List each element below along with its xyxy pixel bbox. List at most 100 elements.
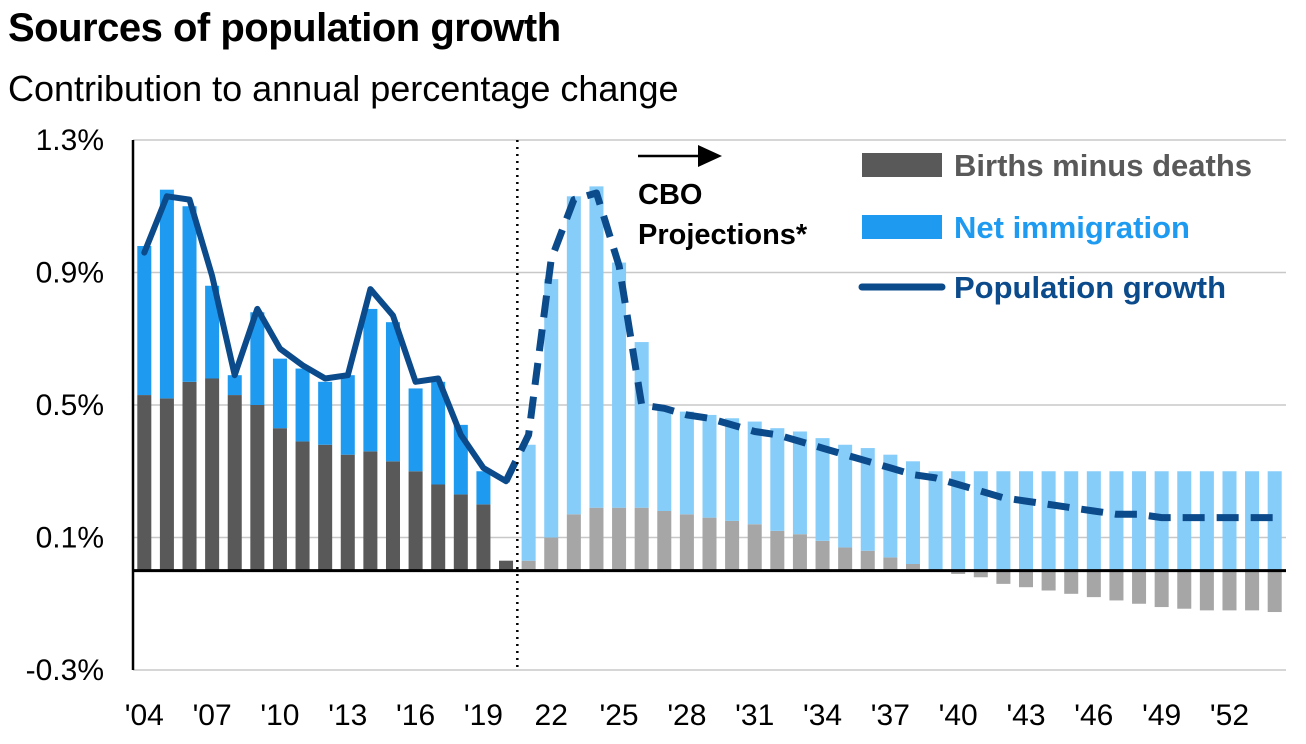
- bar-births-minus-deaths: [182, 381, 197, 571]
- bar-births-minus-deaths: [453, 494, 468, 571]
- annotation-line2: Projections*: [638, 219, 808, 251]
- bar-births-minus-deaths: [1177, 570, 1192, 609]
- y-tick-label: 0.9%: [36, 257, 104, 290]
- projection-annotation: CBO Projections*: [638, 145, 808, 251]
- x-tick-label: '16: [396, 699, 435, 732]
- bar-births-minus-deaths: [1064, 570, 1079, 594]
- bar-births-minus-deaths: [385, 461, 400, 571]
- bar-net-immigration: [996, 471, 1011, 571]
- bar-births-minus-deaths: [838, 547, 853, 571]
- x-tick-label: '19: [464, 699, 503, 732]
- legend-label: Net immigration: [954, 210, 1190, 245]
- bar-births-minus-deaths: [905, 564, 920, 571]
- x-tick-label: '43: [1006, 699, 1045, 732]
- bar-births-minus-deaths: [408, 471, 423, 571]
- y-tick-label: 0.1%: [36, 522, 104, 555]
- bar-births-minus-deaths: [951, 570, 966, 574]
- bar-births-minus-deaths: [657, 511, 672, 571]
- bar-births-minus-deaths: [205, 378, 220, 571]
- x-tick-label: '04: [125, 699, 164, 732]
- bar-births-minus-deaths: [1154, 570, 1169, 608]
- bar-births-minus-deaths: [272, 428, 287, 571]
- bar-net-immigration: [815, 438, 830, 541]
- bar-net-immigration: [476, 471, 491, 505]
- bar-net-immigration: [612, 262, 627, 508]
- bar-net-immigration: [770, 428, 785, 531]
- bar-births-minus-deaths: [1041, 570, 1056, 591]
- y-tick-label: 1.3%: [36, 124, 104, 157]
- bar-births-minus-deaths: [589, 507, 604, 571]
- bar-net-immigration: [657, 408, 672, 511]
- x-tick-label: '49: [1142, 699, 1181, 732]
- bar-net-immigration: [137, 246, 152, 396]
- bar-births-minus-deaths: [340, 454, 355, 571]
- bar-net-immigration: [973, 471, 988, 571]
- bar-net-immigration: [272, 358, 287, 429]
- bar-births-minus-deaths: [815, 540, 830, 571]
- bar-net-immigration: [905, 461, 920, 564]
- bar-net-immigration: [544, 279, 559, 538]
- bar-births-minus-deaths: [476, 504, 491, 571]
- bar-net-immigration: [250, 312, 265, 405]
- bar-births-minus-deaths: [792, 534, 807, 571]
- legend-label: Births minus deaths: [954, 148, 1252, 183]
- bar-net-immigration: [385, 322, 400, 462]
- bar-net-immigration: [408, 388, 423, 472]
- y-tick-labels: -0.3% 0.1% 0.5% 0.9% 1.3%: [26, 124, 104, 687]
- x-tick-label: 22: [535, 699, 568, 732]
- x-tick-label: '13: [328, 699, 367, 732]
- bar-net-immigration: [1064, 471, 1079, 571]
- x-tick-label: '37: [871, 699, 910, 732]
- bar-net-immigration: [227, 375, 242, 396]
- bar-births-minus-deaths: [612, 507, 627, 571]
- x-tick-label: '10: [260, 699, 299, 732]
- bar-net-immigration: [725, 418, 740, 521]
- chart-subtitle: Contribution to annual percentage change: [8, 68, 679, 109]
- bar-births-minus-deaths: [318, 444, 333, 571]
- bar-births-minus-deaths: [679, 514, 694, 571]
- bar-births-minus-deaths: [521, 560, 536, 571]
- bar-net-immigration: [747, 421, 762, 525]
- bar-net-immigration: [182, 206, 197, 382]
- legend-label: Population growth: [954, 270, 1226, 305]
- bar-net-immigration: [205, 285, 220, 379]
- legend-swatch-births: [862, 153, 942, 177]
- x-tick-label: '34: [803, 699, 842, 732]
- x-tick-label: '07: [193, 699, 232, 732]
- bar-births-minus-deaths: [499, 560, 514, 571]
- bar-net-immigration: [295, 368, 310, 442]
- bar-births-minus-deaths: [1086, 570, 1101, 598]
- bar-net-immigration: [589, 186, 604, 508]
- bar-net-immigration: [431, 381, 446, 485]
- growth-line: [141, 189, 1275, 522]
- x-tick-labels: '04 '07 '10 '13 '16 '19 22 '25 '28 '31 '34 '37 '40 '4…: [125, 699, 1249, 732]
- bar-births-minus-deaths: [973, 570, 988, 578]
- legend: Births minus deaths Net immigration Popula…: [858, 148, 1252, 305]
- axes: [131, 140, 1286, 670]
- bar-net-immigration: [340, 375, 355, 455]
- bar-net-immigration: [792, 431, 807, 535]
- bar-births-minus-deaths: [363, 451, 378, 571]
- legend-swatch-immigration: [862, 215, 942, 239]
- bar-net-immigration: [521, 444, 536, 561]
- bar-births-minus-deaths: [137, 395, 152, 571]
- bar-net-immigration: [1041, 471, 1056, 571]
- growth-line-projected: [502, 189, 1275, 522]
- bar-births-minus-deaths: [431, 484, 446, 571]
- bar-births-minus-deaths: [702, 517, 717, 571]
- x-tick-label: '31: [735, 699, 774, 732]
- bar-net-immigration: [1086, 471, 1101, 571]
- bar-births-minus-deaths: [747, 524, 762, 571]
- bar-births-minus-deaths: [996, 570, 1011, 584]
- bar-births-minus-deaths: [634, 507, 649, 571]
- bar-net-immigration: [1267, 471, 1282, 571]
- x-tick-label: '46: [1074, 699, 1113, 732]
- bar-net-immigration: [838, 444, 853, 548]
- bar-net-immigration: [1132, 471, 1147, 571]
- bar-series: [137, 186, 1282, 613]
- bar-births-minus-deaths: [1019, 570, 1034, 588]
- bar-births-minus-deaths: [770, 530, 785, 571]
- bar-births-minus-deaths: [544, 537, 559, 571]
- bar-births-minus-deaths: [1222, 570, 1237, 611]
